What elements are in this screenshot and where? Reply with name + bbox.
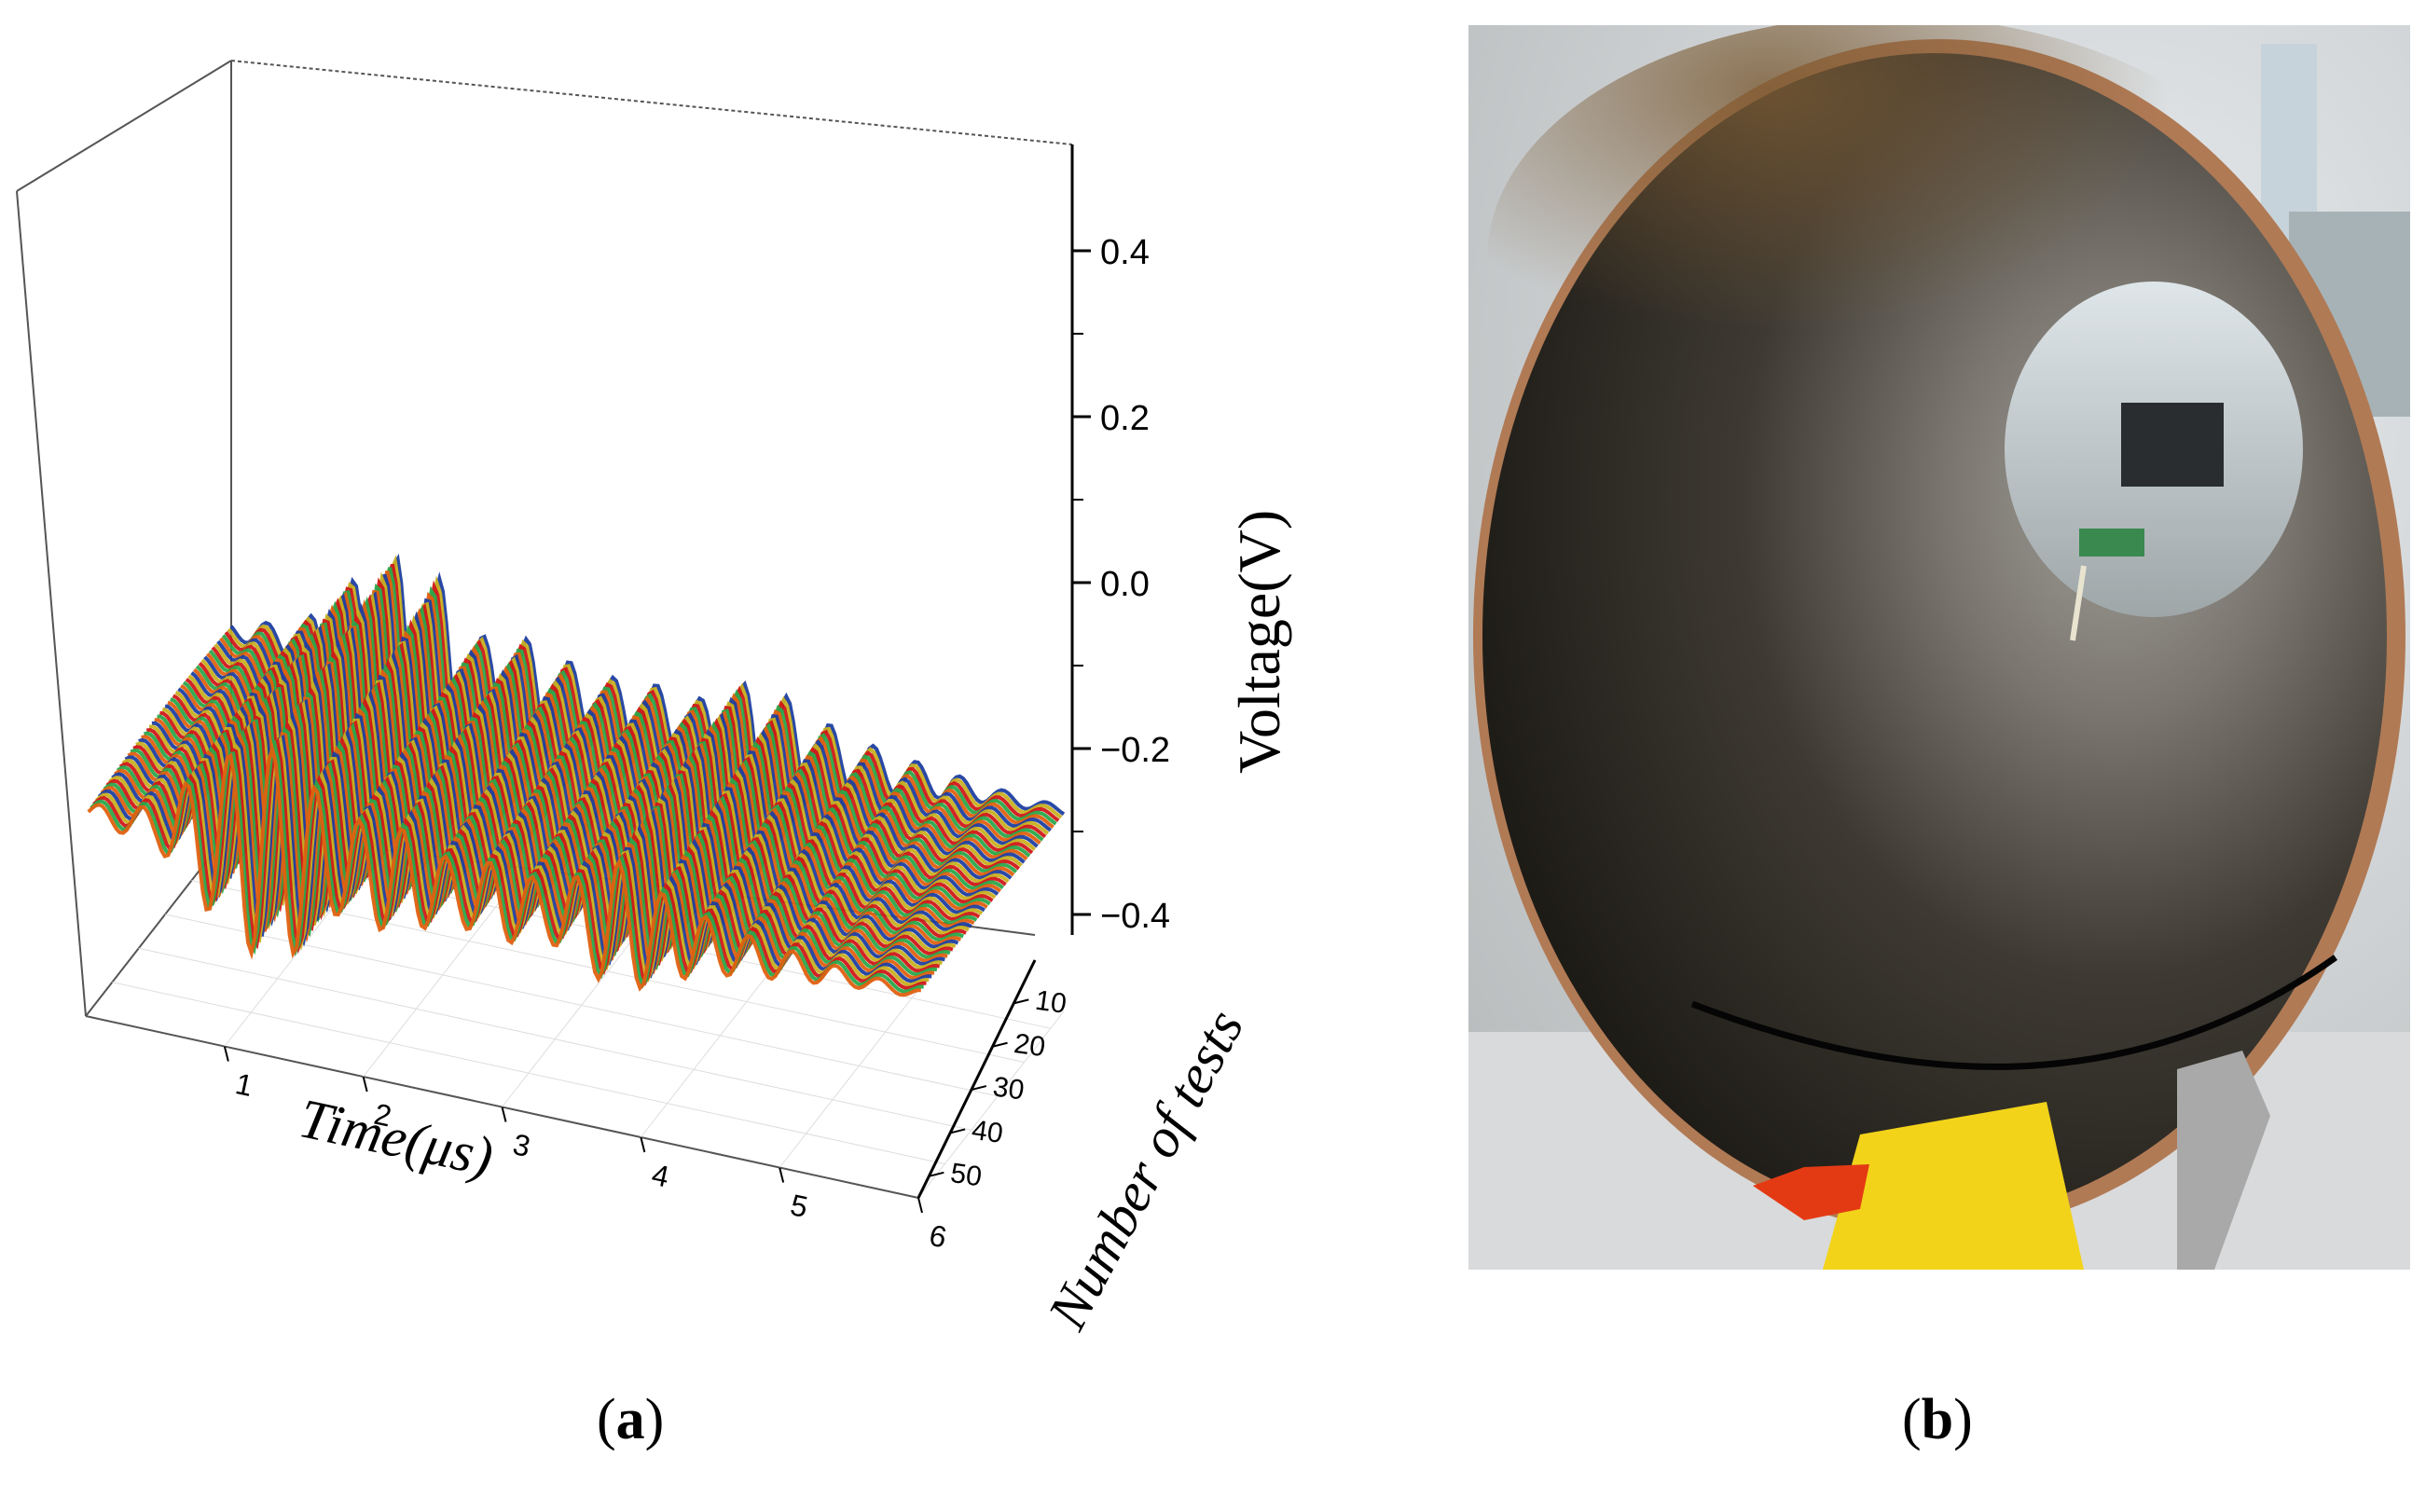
z-tick-label: −0.2 (1100, 731, 1170, 770)
y-tick-mark (1013, 998, 1029, 1005)
y-axis: 10 20 30 40 50 (917, 959, 1068, 1199)
series-line (87, 742, 921, 997)
z-axis-title: Voltage(V) (1226, 510, 1292, 774)
x-tick-label: 6 (927, 1218, 950, 1255)
y-tick-label: 40 (970, 1115, 1005, 1149)
x-tick-label: 1 (232, 1066, 255, 1103)
grid-line (779, 981, 926, 1168)
y-tick-mark (971, 1085, 987, 1092)
grid-line (138, 947, 972, 1131)
chart-frame (16, 60, 1073, 1199)
caption-b: (b) (1902, 1388, 1973, 1451)
z-tick-label: −0.4 (1100, 897, 1170, 936)
yellow-sheet (1823, 1102, 2084, 1270)
grid-line (112, 982, 945, 1165)
x-tick-mark (501, 1107, 507, 1122)
y-tick-label: 50 (948, 1158, 984, 1192)
y-tick-label: 10 (1033, 985, 1068, 1020)
z-axis: 0.4 0.2 0.0 −0.2 −0.4 (1070, 144, 1170, 936)
waveform-series (87, 553, 1066, 997)
z-tick-label: 0.2 (1100, 399, 1150, 438)
z-tick-label: 0.0 (1100, 565, 1150, 604)
pipe-stand (2177, 1051, 2270, 1270)
x-tick-mark (640, 1136, 646, 1153)
x-tick-label: 5 (788, 1188, 811, 1224)
y-tick-label: 20 (1013, 1028, 1048, 1063)
y-tick-mark (949, 1128, 966, 1134)
x-tick-label: 3 (510, 1127, 533, 1163)
z-tick-label: 0.4 (1100, 233, 1150, 272)
grid-line (640, 950, 787, 1138)
x-axis-title: Time(μs) (294, 1087, 498, 1188)
x-tick-label: 4 (649, 1158, 672, 1194)
x-tick-mark (779, 1167, 785, 1183)
grid-line (191, 880, 1025, 1064)
grid-line (917, 1010, 1065, 1199)
caption-a: (a) (597, 1388, 665, 1451)
x-tick-mark (362, 1076, 368, 1093)
grid-line (502, 920, 648, 1107)
y-tick-mark (992, 1041, 1008, 1048)
y-axis-title: Number of tests (1036, 1000, 1256, 1340)
x-tick-mark (223, 1046, 229, 1062)
y-tick-mark (929, 1171, 944, 1177)
pipe-crack (1690, 955, 2338, 1070)
lab-equipment-board (2079, 529, 2144, 557)
lab-equipment (2121, 403, 2224, 487)
probe-rod (2070, 565, 2087, 641)
y-tick-label: 30 (991, 1071, 1027, 1106)
x-tick-mark (917, 1197, 923, 1214)
pipe-photo (1468, 16, 2410, 1270)
grid-line (363, 889, 510, 1078)
red-marker (1753, 1164, 1869, 1220)
